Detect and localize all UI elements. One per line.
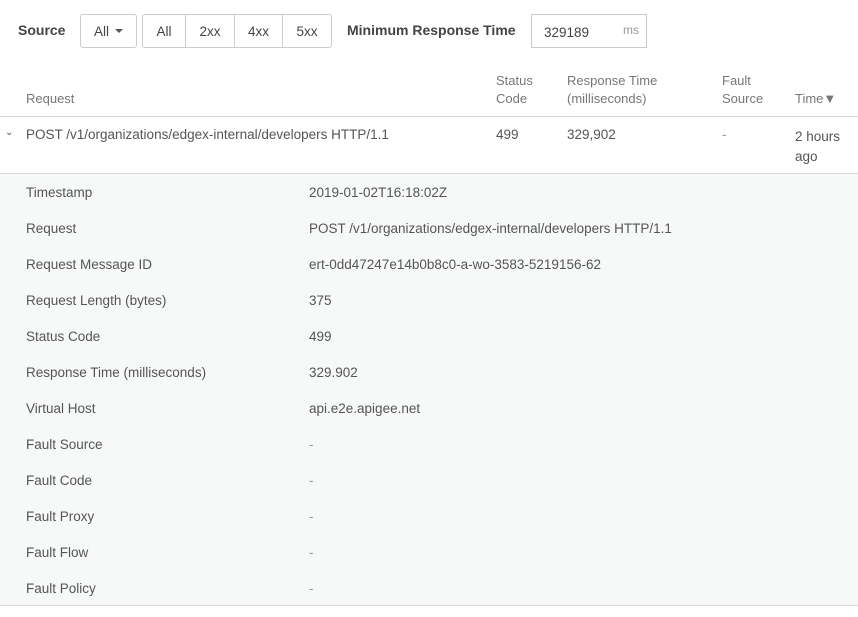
detail-row: Request POST /v1/organizations/edgex-inte… xyxy=(0,221,858,257)
detail-row: Request Length (bytes) 375 xyxy=(0,293,858,329)
detail-row: Response Time (milliseconds) 329.902 xyxy=(0,365,858,401)
detail-row: Fault Policy - xyxy=(0,581,858,617)
detail-label: Request Message ID xyxy=(26,257,153,272)
detail-value: 329.902 xyxy=(309,365,358,380)
header-fault-source[interactable]: Fault Source xyxy=(722,72,763,108)
detail-value: api.e2e.apigee.net xyxy=(309,401,421,416)
detail-row: Fault Proxy - xyxy=(0,509,858,545)
row-status: 499 xyxy=(496,127,519,142)
detail-label: Request Length (bytes) xyxy=(26,293,167,308)
header-text: Fault xyxy=(722,73,751,88)
detail-value: ert-0dd47247e14b0b8c0-a-wo-3583-5219156-… xyxy=(309,257,601,272)
detail-value: - xyxy=(309,545,314,560)
min-response-value: 329189 xyxy=(544,24,590,40)
status-filter-group: All 2xx 4xx 5xx xyxy=(142,14,332,48)
request-details-panel: Timestamp 2019-01-02T16:18:02Z Request POST… xyxy=(0,174,858,606)
header-request: Request xyxy=(26,91,75,106)
detail-label: Request xyxy=(26,221,77,236)
detail-row: Status Code 499 xyxy=(0,329,858,365)
detail-label: Status Code xyxy=(26,329,101,344)
detail-value: 2019-01-02T16:18:02Z xyxy=(309,185,448,200)
header-text: (milliseconds) xyxy=(567,91,647,106)
header-text: Status xyxy=(496,73,533,88)
header-response-time[interactable]: Response Time (milliseconds) xyxy=(567,72,657,108)
ms-unit: ms xyxy=(623,23,639,37)
detail-row: Fault Code - xyxy=(0,473,858,509)
detail-row: Timestamp 2019-01-02T16:18:02Z xyxy=(0,185,858,221)
chevron-down-icon[interactable]: ⌄ xyxy=(5,127,14,138)
header-text: Code xyxy=(496,91,528,106)
detail-value: 375 xyxy=(309,293,332,308)
detail-value: - xyxy=(309,581,314,596)
divider xyxy=(0,173,858,174)
detail-label: Fault Code xyxy=(26,473,93,488)
min-response-input[interactable]: 329189 ms xyxy=(531,14,647,48)
row-response-time: 329,902 xyxy=(567,127,616,142)
detail-label: Response Time (milliseconds) xyxy=(26,365,207,380)
detail-value: - xyxy=(309,437,314,452)
detail-row: Request Message ID ert-0dd47247e14b0b8c0-… xyxy=(0,257,858,293)
source-label: Source xyxy=(18,22,66,38)
detail-label: Virtual Host xyxy=(26,401,96,416)
status-4xx-button[interactable]: 4xx xyxy=(235,15,283,47)
row-time-line: ago xyxy=(795,149,818,164)
source-dropdown-value: All xyxy=(93,23,109,39)
row-time: 2 hours ago xyxy=(795,127,840,167)
detail-value: - xyxy=(309,473,314,488)
detail-label: Timestamp xyxy=(26,185,93,200)
header-time-sort[interactable]: Time▼ xyxy=(795,91,837,106)
source-dropdown[interactable]: All xyxy=(80,14,137,48)
divider xyxy=(0,116,858,117)
detail-row: Fault Flow - xyxy=(0,545,858,581)
row-time-line: 2 hours xyxy=(795,129,841,144)
min-response-label: Minimum Response Time xyxy=(347,22,516,38)
detail-label: Fault Flow xyxy=(26,545,89,560)
table-row[interactable]: ⌄ POST /v1/organizations/edgex-internal/… xyxy=(0,117,858,173)
header-status-code[interactable]: Status Code xyxy=(496,72,533,108)
status-all-button[interactable]: All xyxy=(143,15,186,47)
caret-down-icon xyxy=(115,29,123,33)
status-2xx-button[interactable]: 2xx xyxy=(186,15,235,47)
status-5xx-button[interactable]: 5xx xyxy=(296,23,318,39)
header-text: Source xyxy=(722,91,764,106)
detail-value: POST /v1/organizations/edgex-internal/de… xyxy=(309,221,672,236)
row-request: POST /v1/organizations/edgex-internal/de… xyxy=(26,127,389,142)
detail-label: Fault Proxy xyxy=(26,509,95,524)
detail-label: Fault Policy xyxy=(26,581,96,596)
detail-value: 499 xyxy=(309,329,332,344)
header-text: Response Time xyxy=(567,73,658,88)
detail-label: Fault Source xyxy=(26,437,103,452)
detail-value: - xyxy=(309,509,314,524)
detail-row: Fault Source - xyxy=(0,437,858,473)
detail-row: Virtual Host api.e2e.apigee.net xyxy=(0,401,858,437)
row-fault-source: - xyxy=(722,127,727,142)
